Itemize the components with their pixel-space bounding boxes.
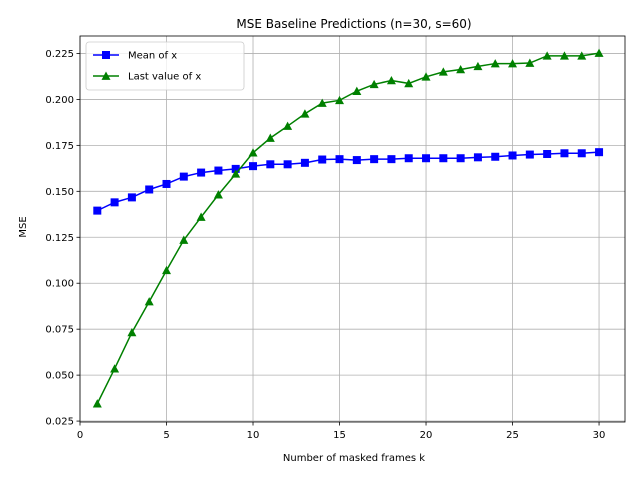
data-point-triangle	[213, 190, 223, 199]
legend-entry: Last value of x	[93, 71, 201, 83]
data-point-triangle	[110, 364, 120, 373]
data-point-square	[595, 148, 604, 157]
data-point-triangle	[559, 51, 569, 60]
data-point-square	[162, 179, 171, 188]
data-point-triangle	[456, 64, 466, 74]
data-point-triangle	[438, 67, 448, 76]
data-point-triangle	[162, 265, 172, 275]
data-point-triangle	[525, 58, 535, 67]
data-point-triangle	[369, 79, 379, 89]
x-tick-label: 0	[77, 430, 83, 441]
x-tick-label: 20	[420, 430, 433, 441]
data-point-triangle	[92, 399, 102, 408]
y-axis-label: MSE	[18, 216, 29, 237]
data-point-square	[422, 154, 431, 163]
data-point-triangle	[144, 297, 154, 306]
x-tick-label: 10	[247, 430, 260, 441]
data-point-triangle	[335, 95, 345, 105]
series-2	[92, 48, 604, 408]
data-point-triangle	[265, 133, 275, 142]
y-tick-label: 0.225	[45, 49, 74, 60]
data-point-triangle	[421, 72, 431, 81]
y-tick-label: 0.100	[45, 279, 74, 290]
data-point-triangle	[577, 51, 587, 60]
data-point-triangle	[127, 327, 137, 337]
plot-area-frame	[79, 35, 626, 423]
data-point-square	[387, 155, 396, 164]
data-point-triangle	[179, 235, 189, 244]
y-tick-label: 0.150	[45, 187, 74, 198]
data-point-square	[283, 160, 292, 169]
data-point-square	[127, 193, 136, 202]
data-point-triangle	[283, 121, 293, 130]
x-tick-label: 25	[506, 430, 519, 441]
data-point-triangle	[231, 169, 241, 178]
y-tick-label: 0.050	[45, 371, 74, 382]
data-point-square	[508, 151, 517, 160]
data-point-square	[266, 160, 275, 169]
data-point-square	[145, 185, 154, 194]
data-point-square	[231, 164, 240, 173]
grid	[79, 36, 625, 422]
x-axis-label: Number of masked frames k	[283, 453, 425, 464]
series-line	[96, 151, 600, 212]
data-point-square	[318, 155, 327, 164]
y-tick-label: 0.125	[45, 233, 74, 244]
legend-label: Last value of x	[128, 72, 201, 83]
data-point-square	[439, 154, 448, 163]
x-tick-label: 5	[163, 430, 169, 441]
data-point-square	[473, 153, 482, 162]
legend-entry: Mean of x	[93, 51, 177, 62]
y-tick-label: 0.175	[45, 141, 74, 152]
data-point-triangle	[248, 148, 258, 157]
chart-title: MSE Baseline Predictions (n=30, s=60)	[236, 17, 471, 31]
data-point-square	[179, 172, 188, 181]
data-point-square	[335, 155, 344, 164]
y-tick-label: 0.075	[45, 325, 74, 336]
data-point-square	[577, 149, 586, 158]
y-tick-label: 0.200	[45, 95, 74, 106]
data-point-triangle	[542, 51, 552, 60]
legend-label: Mean of x	[128, 51, 177, 62]
data-point-square	[102, 51, 110, 59]
data-point-square	[93, 206, 102, 215]
data-point-triangle	[386, 75, 396, 85]
series-1	[93, 148, 604, 215]
data-point-triangle	[508, 59, 518, 68]
data-point-triangle	[196, 212, 206, 221]
x-tick-label: 15	[333, 430, 346, 441]
data-point-square	[525, 150, 534, 159]
data-point-square	[404, 154, 413, 163]
legend-box	[85, 41, 245, 91]
x-tick-label: 30	[593, 430, 606, 441]
legend: Mean of x Last value of x	[85, 41, 245, 91]
data-point-square	[560, 149, 569, 158]
data-point-square	[197, 168, 206, 177]
data-point-square	[370, 155, 379, 164]
data-point-square	[214, 166, 223, 175]
data-point-triangle	[300, 109, 310, 118]
axis-ticks: 0 5 10 15 20 25 30 0.025 0.050 0.075 0.100 0.125 0.1…	[45, 49, 605, 441]
data-point-triangle	[490, 59, 500, 68]
data-point-triangle	[317, 98, 327, 107]
y-tick-label: 0.025	[45, 417, 74, 428]
data-point-triangle	[473, 61, 483, 71]
series-line	[96, 52, 600, 404]
data-point-triangle	[352, 86, 362, 95]
data-point-triangle	[404, 78, 414, 88]
data-point-square	[352, 156, 361, 165]
data-point-square	[300, 158, 309, 167]
data-point-square	[249, 162, 258, 171]
data-point-square	[456, 154, 465, 163]
data-point-triangle	[594, 48, 604, 57]
data-point-square	[110, 198, 119, 207]
data-point-square	[491, 152, 500, 161]
data-point-triangle	[101, 71, 111, 80]
series-group	[92, 48, 604, 408]
data-point-square	[543, 150, 552, 159]
